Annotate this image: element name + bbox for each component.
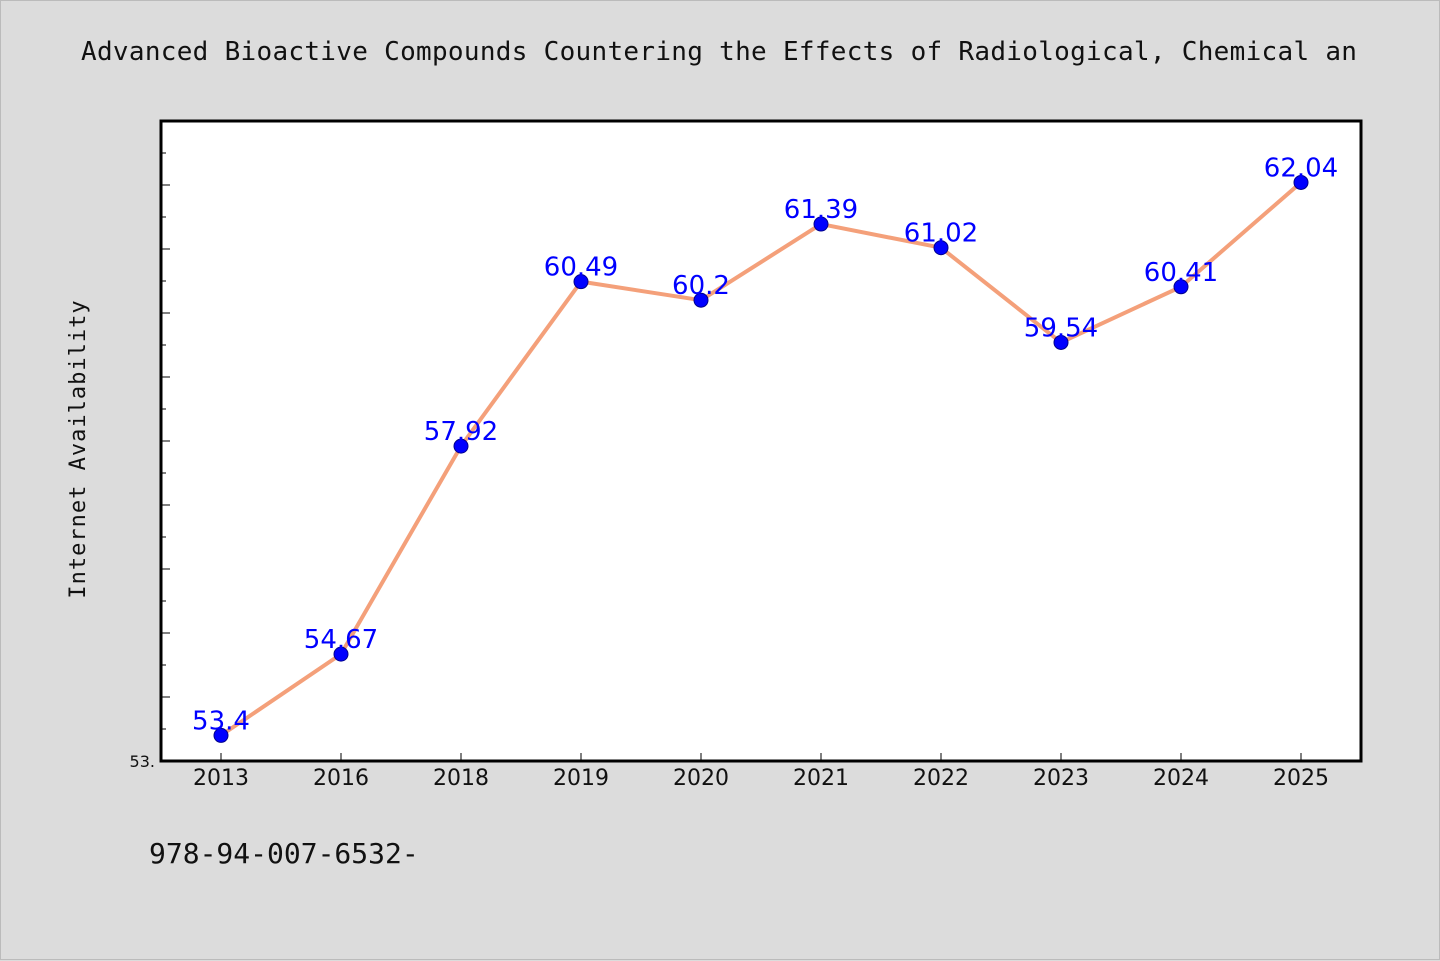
x-tick-label: 2023 (1033, 766, 1089, 791)
data-point-marker (1173, 279, 1189, 295)
chart-title: Advanced Bioactive Compounds Countering … (81, 37, 1358, 67)
data-label: 60.2 (672, 271, 730, 301)
data-label: 57.92 (424, 417, 498, 447)
data-label: 59.54 (1024, 313, 1098, 343)
x-tick-label: 2024 (1153, 766, 1209, 791)
footer-isbn: 978-94-007-6532- (149, 837, 419, 870)
data-label: 61.02 (904, 219, 978, 249)
x-tick-label: 2021 (793, 766, 849, 791)
data-point-marker (693, 292, 709, 308)
data-point-marker (573, 274, 589, 290)
y-tick-label: 53. (130, 752, 155, 771)
data-label: 61.39 (784, 195, 858, 225)
x-tick-label: 2013 (193, 766, 249, 791)
x-tick-label: 2016 (313, 766, 369, 791)
data-label: 62.04 (1264, 153, 1338, 183)
series-group: 53.4 54.67 57.92 60.49 60.2 61.39 61.02 59.54 60… (192, 153, 1338, 743)
data-point-marker (333, 646, 349, 662)
y-axis-ticks: 53. (130, 120, 170, 771)
data-point-marker (1293, 174, 1309, 190)
data-label: 60.41 (1144, 258, 1218, 288)
y-axis-label: Internet Availability (66, 299, 91, 598)
x-axis-ticks: 2013 2016 2018 2019 2020 2021 2022 2023 2024 2025 (193, 753, 1329, 791)
x-tick-label: 2025 (1273, 766, 1329, 791)
series-line (219, 180, 1303, 738)
data-point-marker (933, 240, 949, 256)
x-tick-label: 2020 (673, 766, 729, 791)
data-point-marker (213, 727, 229, 743)
data-label: 60.49 (544, 253, 618, 283)
data-point-marker (813, 216, 829, 232)
x-tick-label: 2018 (433, 766, 489, 791)
data-point-marker (453, 438, 469, 454)
x-tick-label: 2019 (553, 766, 609, 791)
plot-area (159, 119, 1363, 763)
data-label: 53.4 (192, 706, 250, 736)
data-label: 54.67 (304, 625, 378, 655)
x-tick-label: 2022 (913, 766, 969, 791)
data-point-marker (1053, 334, 1069, 350)
